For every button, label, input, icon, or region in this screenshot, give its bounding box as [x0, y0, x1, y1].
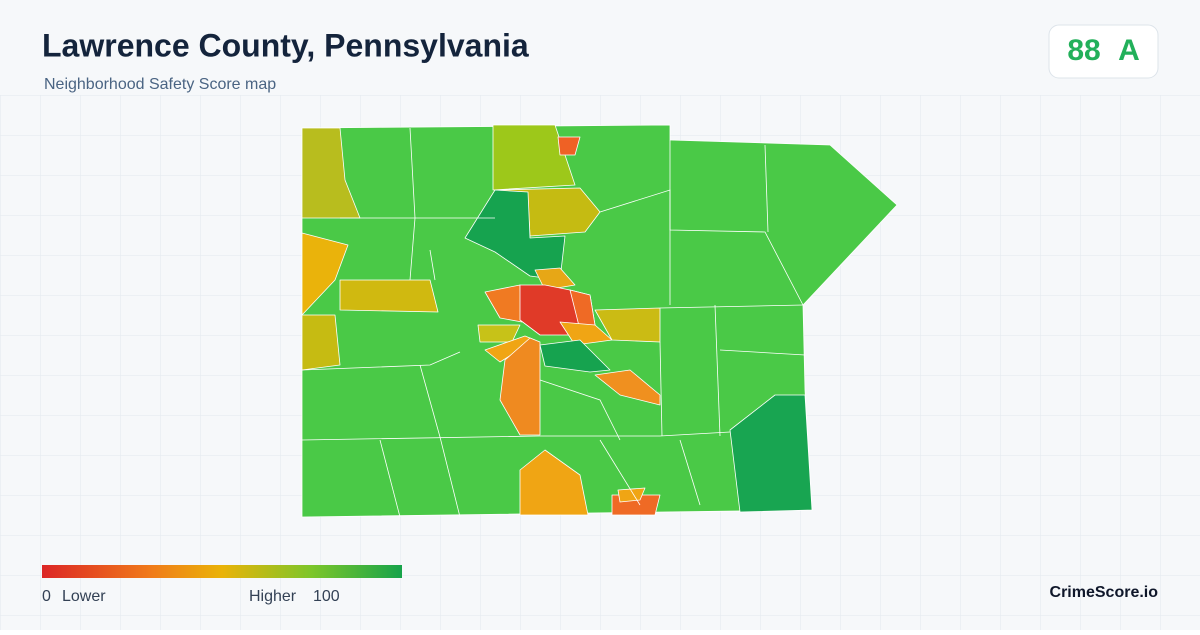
- legend-min-label: Lower: [62, 588, 106, 605]
- region: [339, 279, 439, 313]
- map: [301, 124, 898, 518]
- region: [519, 449, 589, 516]
- region: [539, 339, 611, 373]
- region: [492, 124, 576, 191]
- region: [301, 232, 349, 316]
- region: [557, 136, 581, 156]
- legend-max: 100: [313, 588, 340, 605]
- score-value: 88: [1067, 34, 1100, 67]
- region: [499, 337, 541, 436]
- region: [534, 267, 576, 291]
- region: [301, 127, 361, 219]
- region: [729, 394, 813, 513]
- score-grade: A: [1118, 34, 1140, 67]
- region: [617, 487, 646, 503]
- region-borders: [301, 127, 806, 518]
- score-box: [1048, 24, 1159, 79]
- legend-max-label: Higher: [249, 588, 297, 605]
- subtitle: Neighborhood Safety Score map: [44, 76, 276, 93]
- brand: CrimeScore.io: [1050, 584, 1159, 601]
- region: [301, 314, 341, 371]
- region: [464, 189, 566, 281]
- legend-min: 0: [42, 588, 51, 605]
- title: Lawrence County, Pennsylvania: [42, 27, 529, 63]
- region: [594, 369, 661, 406]
- legend-bar: [42, 565, 402, 578]
